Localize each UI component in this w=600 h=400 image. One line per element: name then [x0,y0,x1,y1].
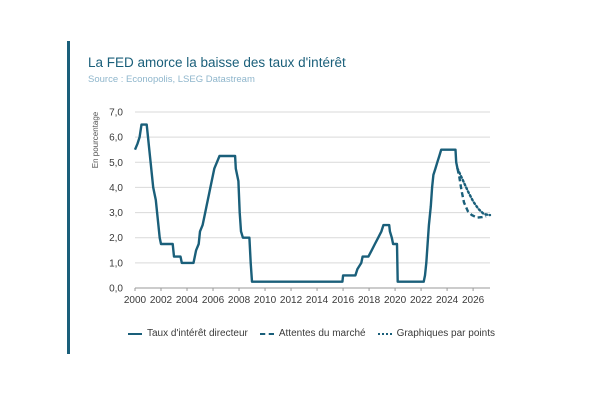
y-axis-label: En pourcentage [91,111,100,168]
x-tick-label: 2020 [384,295,407,306]
legend-swatch-solid [128,332,142,335]
x-tick-label: 2018 [358,295,381,306]
chart-title: La FED amorce la baisse des taux d'intér… [88,55,346,70]
x-tick-label: 2016 [332,295,355,306]
chart-source: Source : Econopolis, LSEG Datastream [88,74,255,85]
legend-swatch-dotted [377,332,392,335]
y-tick-label: 6,0 [109,133,123,144]
y-tick-label: 4,0 [109,183,123,194]
legend-label: Graphiques par points [396,328,495,339]
legend: Taux d'intérêt directeur Attentes du mar… [128,328,495,339]
y-tick-label: 5,0 [109,158,123,169]
x-tick-label: 2008 [228,295,251,306]
x-tick-label: 2012 [280,295,303,306]
y-tick-label: 2,0 [109,233,123,244]
legend-swatch-dashed [259,332,274,335]
x-tick-label: 2024 [436,295,459,306]
x-tick-label: 2026 [462,295,485,306]
x-tick-label: 2002 [150,295,173,306]
legend-item-market-expectations: Attentes du marché [259,328,366,339]
legend-item-dot-plot: Graphiques par points [377,328,495,339]
y-tick-label: 0,0 [109,284,123,295]
y-tick-label: 3,0 [109,208,123,219]
accent-bar [67,41,70,354]
legend-label: Taux d'intérêt directeur [147,328,248,339]
y-tick-label: 1,0 [109,258,123,269]
gridlines [135,111,490,289]
x-tick-labels: 2000 2002 2004 2006 2008 2010 2012 2014 2016 2018… [124,288,485,306]
legend-label: Attentes du marché [278,328,366,339]
x-tick-label: 2004 [176,295,199,306]
x-tick-label: 2006 [202,295,225,306]
y-tick-label: 7,0 [109,108,123,119]
x-tick-label: 2022 [410,295,433,306]
y-tick-labels: 0,0 1,0 2,0 3,0 4,0 5,0 6,0 7,0 [109,108,123,295]
series-line-2 [456,167,492,217]
legend-item-policy-rate: Taux d'intérêt directeur [128,328,248,339]
series-line-1 [456,168,487,219]
series-lines [133,123,492,283]
x-tick-label: 2010 [254,295,277,306]
x-tick-label: 2014 [306,295,329,306]
x-tick-label: 2000 [124,295,147,306]
series-line-0 [133,123,459,283]
